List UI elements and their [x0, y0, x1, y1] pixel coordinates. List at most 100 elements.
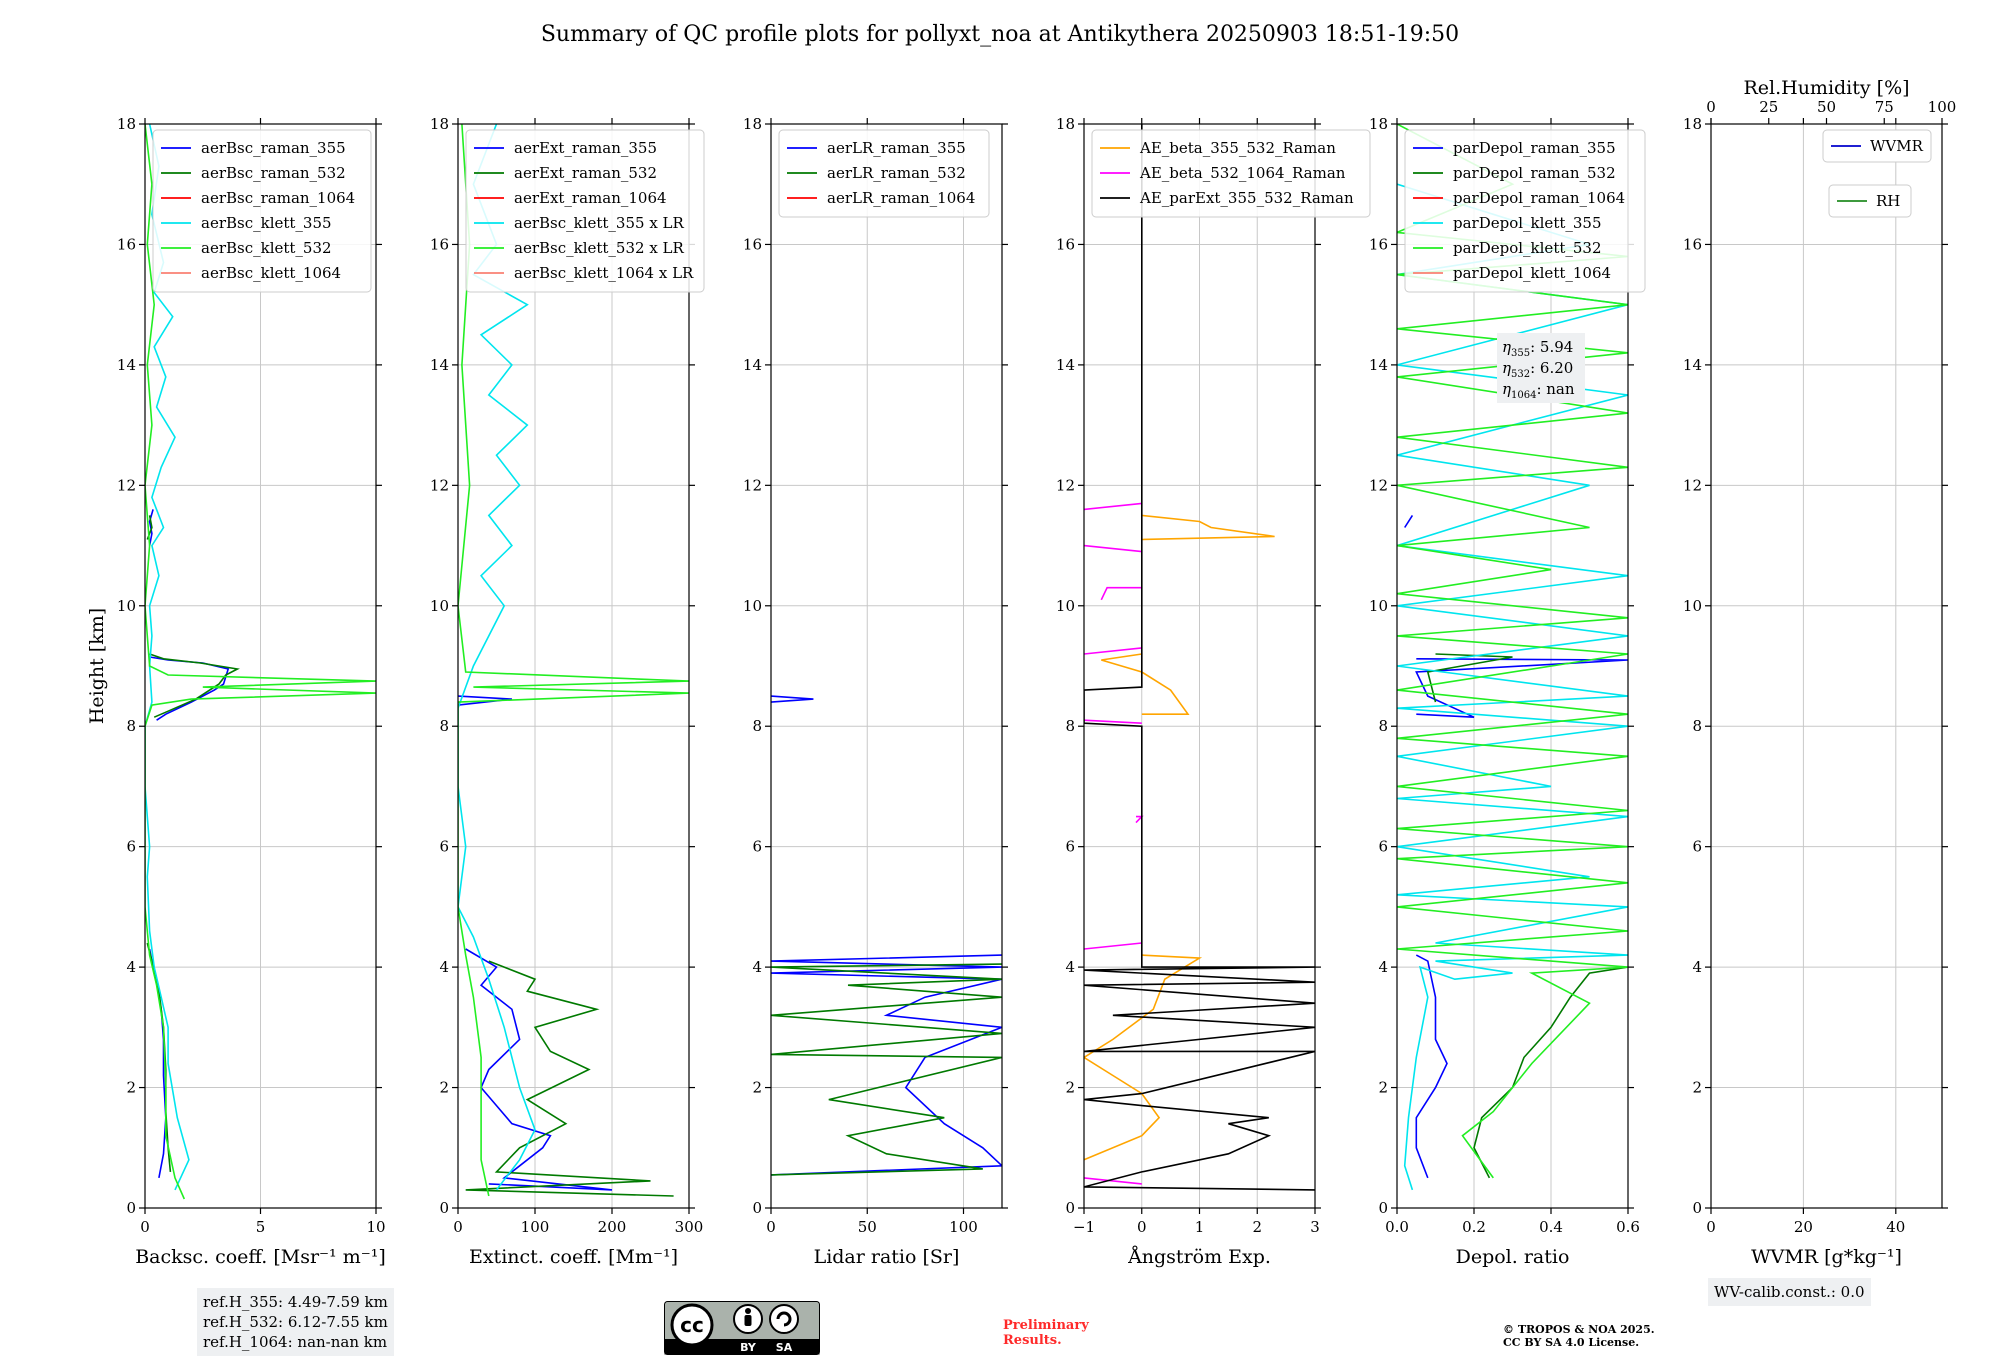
preliminary-note: Preliminary Results.: [1003, 1318, 1089, 1348]
series-group: [1084, 124, 1315, 1191]
x-tick-label: 0: [1137, 1218, 1147, 1236]
x-tick-label: 2: [1252, 1218, 1262, 1236]
y-tick-label: 16: [430, 235, 449, 253]
eta-label-1064: η1064: nan: [1502, 380, 1575, 401]
y-tick-label: 2: [1692, 1079, 1702, 1097]
legend-label: aerBsc_klett_532 x LR: [514, 239, 685, 257]
y-tick-label: 8: [752, 717, 762, 735]
y-tick-label: 4: [126, 958, 136, 976]
legend-label: parDepol_klett_1064: [1453, 264, 1611, 282]
y-tick-label: 0: [1692, 1199, 1702, 1217]
legend-label: AE_parExt_355_532_Raman: [1139, 189, 1354, 207]
y-tick-label: 10: [1056, 597, 1075, 615]
legend-label: WVMR: [1870, 137, 1924, 155]
y-tick-label: 18: [117, 115, 136, 133]
y-tick-label: 2: [126, 1079, 136, 1097]
series-line-aerBsc_klett_532 x LR: [458, 124, 689, 1197]
x-tick-label: 0: [140, 1218, 150, 1236]
y-tick-label: 6: [752, 838, 762, 856]
series-line-aerBsc_klett_355: [145, 124, 190, 1191]
preliminary-line-2: Results.: [1003, 1333, 1062, 1348]
y-tick-label: 8: [1378, 717, 1388, 735]
x-axis-label: Ångström Exp.: [1127, 1246, 1271, 1268]
y-tick-label: 10: [117, 597, 136, 615]
x-tick-label: 0: [766, 1218, 776, 1236]
x-tick-label: 1: [1195, 1218, 1205, 1236]
y-tick-label: 2: [1065, 1079, 1075, 1097]
legend-wvmr: WVMR: [1822, 129, 1932, 163]
cc-logo-text: cc: [680, 1313, 704, 1337]
y-tick-label: 12: [430, 476, 449, 494]
x-tick-label: 200: [598, 1218, 627, 1236]
legend: parDepol_raman_355 parDepol_raman_532 parD…: [1404, 129, 1646, 293]
x-axis-label: WVMR [g*kg⁻¹]: [1751, 1246, 1902, 1268]
series-line-parDepol_klett_355: [1397, 183, 1628, 1191]
legend-label: aerExt_raman_1064: [514, 189, 667, 207]
by-label: BY: [740, 1341, 757, 1354]
x-tick-label: 100: [949, 1218, 978, 1236]
legend-label: aerBsc_raman_532: [201, 164, 346, 182]
y-tick-label: 10: [1369, 597, 1388, 615]
series-line-aerBsc_klett_532: [145, 124, 376, 1200]
y-tick-label: 4: [1065, 958, 1075, 976]
y-tick-label: 14: [430, 356, 449, 374]
y-tick-label: 2: [1378, 1079, 1388, 1097]
y-tick-label: 18: [1056, 115, 1075, 133]
y-tick-label: 12: [1056, 476, 1075, 494]
legend-frame: [465, 129, 705, 293]
x-axis-label: Extinct. coeff. [Mm⁻¹]: [469, 1246, 678, 1268]
y-tick-label: 6: [439, 838, 449, 856]
legend-label: parDepol_raman_532: [1453, 164, 1616, 182]
y-tick-label: 4: [1378, 958, 1388, 976]
x-tick-label: 100: [521, 1218, 550, 1236]
x-axis-label: Backsc. coeff. [Msr⁻¹ m⁻¹]: [135, 1246, 386, 1268]
series-line-AE_beta_532_1064_Raman: [1084, 1177, 1142, 1185]
legend: AE_beta_355_532_Raman AE_beta_532_1064_Ra…: [1091, 129, 1371, 218]
rh-top-axis: 0 25 50 75 100 Rel.Humidity [%]: [1706, 77, 1956, 124]
legend-frame: [1091, 129, 1371, 218]
legend-frame: [778, 129, 990, 218]
ref-height-1064: ref.H_1064: nan-nan km: [203, 1333, 388, 1351]
legend-label: AE_beta_355_532_Raman: [1139, 139, 1336, 157]
y-tick-label: 6: [126, 838, 136, 856]
x-tick-label: −1: [1073, 1218, 1095, 1236]
legend-label: aerBsc_klett_355: [201, 214, 332, 232]
copyright-line-1: © TROPOS & NOA 2025.: [1503, 1323, 1655, 1336]
legend: aerBsc_raman_355 aerBsc_raman_532 aerBsc_r…: [152, 129, 372, 293]
legend-label: parDepol_raman_1064: [1453, 189, 1625, 207]
x-tick-label: 5: [256, 1218, 266, 1236]
y-tick-label: 16: [1369, 235, 1388, 253]
series-line-AE_beta_355_532_Raman: [1101, 653, 1190, 716]
x-tick-label: 0: [1706, 1218, 1716, 1236]
rh-tick-label: 50: [1817, 98, 1836, 116]
series-line-aerBsc_raman_355: [148, 509, 154, 546]
y-tick-label: 12: [743, 476, 762, 494]
figure-title: Summary of QC profile plots for pollyxt_…: [540, 22, 1460, 47]
rh-tick-label: 0: [1706, 98, 1716, 116]
series-line-aerExt_raman_355: [458, 695, 512, 706]
legend-label: aerExt_raman_532: [514, 164, 657, 182]
axes-frame: [1710, 123, 1943, 1209]
y-tick-label: 18: [1683, 115, 1702, 133]
series-line-AE_beta_532_1064_Raman: [1135, 815, 1144, 824]
y-tick-label: 6: [1692, 838, 1702, 856]
legend-frame: [152, 129, 372, 293]
y-tick-label: 4: [1692, 958, 1702, 976]
legend-rh: RH: [1828, 184, 1912, 218]
y-tick-label: 14: [117, 356, 136, 374]
series-line-aerBsc_raman_532: [149, 653, 240, 718]
x-tick-label: 20: [1794, 1218, 1813, 1236]
legend-label: AE_beta_532_1064_Raman: [1139, 164, 1346, 182]
x-tick-label: 0.2: [1462, 1218, 1486, 1236]
series-line-aerExt_raman_532: [465, 960, 674, 1197]
cc-by-sa-license-icon: cc BY SA: [664, 1301, 820, 1355]
y-tick-label: 2: [439, 1079, 449, 1097]
legend-label: aerBsc_klett_532: [201, 239, 332, 257]
legend-label: aerLR_raman_355: [827, 139, 966, 157]
axes-frame: [770, 123, 1003, 1209]
series-group: [145, 124, 376, 1200]
eta-label-355: η355: 5.94: [1502, 338, 1573, 359]
